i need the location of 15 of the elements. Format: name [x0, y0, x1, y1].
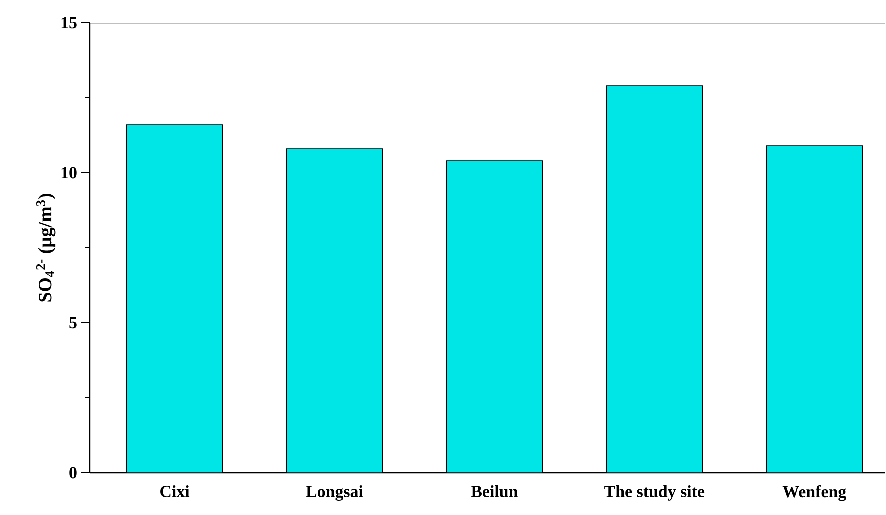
x-tick-label: Wenfeng	[782, 486, 846, 502]
y-tick-label: 15	[62, 17, 77, 29]
x-tick-label: Cixi	[160, 486, 190, 498]
bar	[286, 148, 384, 473]
bar	[606, 86, 704, 473]
y-tick-label: 5	[70, 317, 77, 329]
bar	[766, 146, 864, 473]
x-tick-label: The study site	[604, 486, 705, 501]
x-tick-label: Beilun	[471, 486, 518, 498]
y-tick-label: 10	[62, 167, 77, 179]
bar	[126, 124, 224, 473]
x-tick-label: Longsai	[306, 486, 364, 502]
y-tick-label: 0	[70, 467, 77, 479]
bar	[446, 160, 544, 473]
y-axis-title: SO$_{4}$$^{2-}$ (μg/m$^{3}$)	[36, 194, 56, 302]
